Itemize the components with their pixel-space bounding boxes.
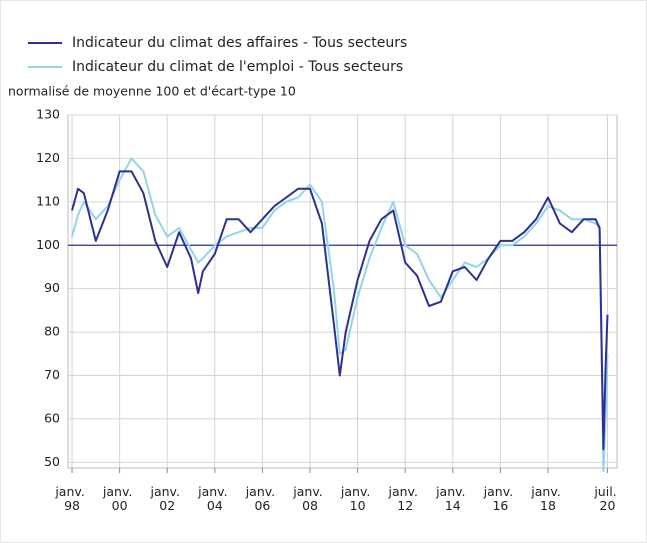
x-tick-label: janv. 18 xyxy=(530,484,564,513)
x-tick-label: janv. 14 xyxy=(435,484,469,513)
y-tick-label: 120 xyxy=(36,150,60,165)
y-tick-label: 90 xyxy=(44,280,60,295)
x-tick-label: janv. 10 xyxy=(340,484,374,513)
legend-label: Indicateur du climat de l'emploi - Tous … xyxy=(72,59,403,75)
x-tick-label: janv. 06 xyxy=(245,484,279,513)
y-tick-label: 70 xyxy=(44,367,60,382)
y-tick-label: 130 xyxy=(36,107,60,122)
x-tick-label: juil. 20 xyxy=(593,484,620,513)
y-tick-label: 100 xyxy=(36,237,60,252)
y-axis-label: normalisé de moyenne 100 et d'écart-type… xyxy=(8,84,296,99)
y-tick-label: 50 xyxy=(44,454,60,469)
y-tick-label: 110 xyxy=(36,193,60,208)
x-tick-label: janv. 98 xyxy=(54,484,88,513)
x-tick-label: janv. 16 xyxy=(483,484,517,513)
legend-label: Indicateur du climat des affaires - Tous… xyxy=(72,35,407,51)
y-tick-label: 80 xyxy=(44,324,60,339)
x-tick-label: janv. 04 xyxy=(197,484,231,513)
x-tick-label: janv. 02 xyxy=(150,484,184,513)
x-tick-label: janv. 12 xyxy=(387,484,421,513)
x-tick-label: janv. 08 xyxy=(292,484,326,513)
plot-area xyxy=(67,114,618,469)
x-tick-label: janv. 00 xyxy=(102,484,136,513)
y-tick-label: 60 xyxy=(44,410,60,425)
series-line xyxy=(71,170,609,451)
